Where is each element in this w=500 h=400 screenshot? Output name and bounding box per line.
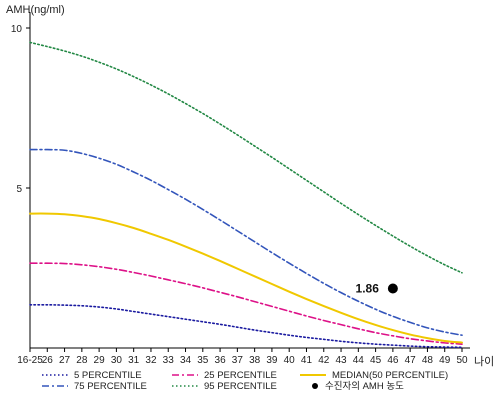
legend-label: 95 PERCENTILE — [204, 381, 277, 392]
x-tick-label: 42 — [318, 355, 330, 366]
x-tick-label: 37 — [232, 355, 244, 366]
legend-label: 75 PERCENTILE — [74, 381, 147, 392]
patient-amh-point — [387, 283, 398, 294]
y-axis-title: AMH(ng/ml) — [6, 4, 65, 16]
series-line-95-percentile — [29, 41, 463, 274]
x-tick-label: 16-25 — [17, 355, 43, 366]
x-tick-label: 46 — [387, 355, 399, 366]
axes: AMH(ng/ml) 나이 — [6, 4, 494, 368]
x-tick-label: 39 — [266, 355, 278, 366]
x-tick-label: 32 — [145, 355, 157, 366]
x-tick-label: 27 — [59, 355, 71, 366]
legend-label: 5 PERCENTILE — [74, 370, 142, 381]
legend-label: 수진자의 AMH 농도 — [325, 381, 404, 392]
legend-label: MEDIAN(50 PERCENTILE) — [332, 370, 448, 381]
y-tick-label: 5 — [16, 184, 22, 195]
x-tick-label: 29 — [94, 355, 106, 366]
x-tick-label: 38 — [249, 355, 261, 366]
legend: 5 PERCENTILE 25 PERCENTILE MEDIAN(50 PERCE… — [42, 370, 448, 392]
x-tick-label: 48 — [422, 355, 434, 366]
x-tick-label: 45 — [370, 355, 382, 366]
y-tick-label: 10 — [11, 24, 23, 35]
x-tick-label: 50 — [456, 355, 468, 366]
x-tick-label: 44 — [353, 355, 365, 366]
x-tick-label: 41 — [301, 355, 313, 366]
x-tick-label: 43 — [335, 355, 347, 366]
x-tick-label: 28 — [76, 355, 88, 366]
patient-amh-label: 1.86 — [356, 281, 380, 295]
x-tick-label: 36 — [215, 355, 227, 366]
x-tick-label: 33 — [163, 355, 175, 366]
x-tick-label: 31 — [128, 355, 140, 366]
series-line-median-50-percentile — [29, 212, 463, 344]
x-tick-label: 49 — [439, 355, 451, 366]
legend-label: 25 PERCENTILE — [204, 370, 277, 381]
x-axis-title: 나이 — [474, 355, 494, 368]
x-tick-label: 26 — [42, 355, 54, 366]
series-line-5-percentile — [29, 303, 463, 349]
x-tick-label: 34 — [180, 355, 192, 366]
x-tick-label: 30 — [111, 355, 123, 366]
series-layer — [29, 41, 463, 349]
marker-layer: 1.86 — [356, 281, 398, 295]
series-line-75-percentile — [29, 148, 463, 336]
x-tick-label: 35 — [197, 355, 209, 366]
x-tick-label: 40 — [284, 355, 296, 366]
x-tick-label: 47 — [405, 355, 417, 366]
series-line-25-percentile — [29, 262, 463, 345]
legend-marker-swatch — [312, 383, 318, 389]
